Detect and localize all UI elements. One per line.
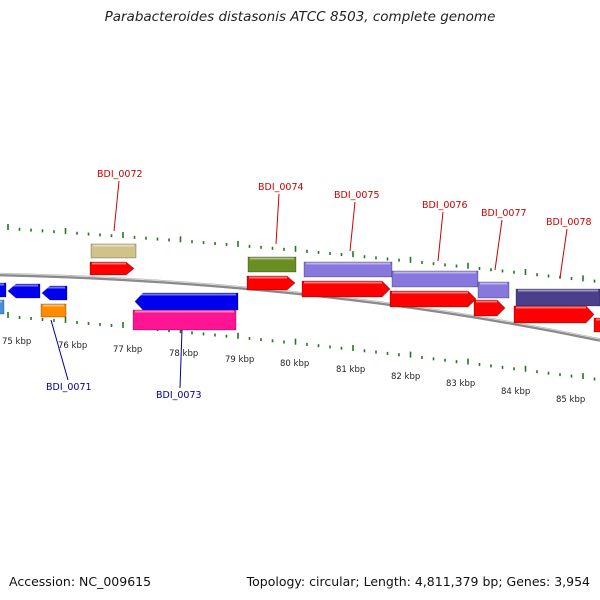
gene-bar-BDI_0076[interactable]: [391, 270, 479, 288]
genome-backbone-highlight: [0, 273, 600, 340]
cds-arrow-left-1[interactable]: [7, 283, 41, 299]
cds-arrow-BDI_0072[interactable]: [89, 261, 135, 276]
tick-label: 82 kbp: [391, 372, 420, 382]
gene-label-BDI_0071[interactable]: BDI_0071: [46, 382, 92, 393]
gene-bar-BDI_0078[interactable]: [515, 288, 600, 307]
gene-bar-edge-left[interactable]: [0, 282, 7, 298]
cds-arrow-BDI_0073[interactable]: [134, 292, 239, 311]
gene-leader-line: [179, 329, 183, 389]
gene-bar-BDI_0073[interactable]: [132, 309, 237, 331]
tick-label: 79 kbp: [225, 355, 254, 365]
gene-bar-BDI_0077[interactable]: [477, 281, 510, 299]
gene-label-BDI_0076[interactable]: BDI_0076: [422, 200, 468, 211]
tick-label: 78 kbp: [169, 349, 198, 359]
cds-arrow-BDI_0074[interactable]: [246, 275, 296, 291]
tick-label: 76 kbp: [58, 341, 87, 351]
gene-label-BDI_0078[interactable]: BDI_0078: [546, 217, 592, 228]
tick-label: 84 kbp: [501, 387, 530, 397]
gene-leader-line: [494, 219, 503, 271]
gene-leader-line: [113, 180, 120, 232]
gene-leader-line: [437, 211, 444, 262]
accession-text: Accession: NC_009615: [9, 574, 152, 589]
cds-arrow-BDI_0077[interactable]: [473, 299, 506, 317]
genome-summary-text: Topology: circular; Length: 4,811,379 bp…: [246, 574, 590, 589]
tick-label: 75 kbp: [2, 337, 31, 347]
gene-label-BDI_0075[interactable]: BDI_0075: [334, 190, 380, 201]
gene-bar-edge-left-2[interactable]: [0, 299, 5, 315]
gene-label-BDI_0077[interactable]: BDI_0077: [481, 208, 527, 219]
gene-label-BDI_0072[interactable]: BDI_0072: [97, 169, 143, 180]
cds-arrow-left-2[interactable]: [41, 285, 68, 301]
gene-bar-BDI_0071[interactable]: [40, 303, 67, 318]
gene-leader-line: [349, 201, 356, 252]
gene-label-layer: BDI_0072 BDI_0074 BDI_0075 BDI_0076 BDI_0077…: [46, 169, 592, 401]
cds-arrow-BDI_0078[interactable]: [513, 305, 595, 324]
gene-leader-line: [50, 319, 69, 381]
gene-bar-BDI_0072[interactable]: [90, 243, 137, 259]
tick-layer: [7, 224, 596, 381]
gene-leader-line: [559, 228, 568, 279]
gene-bar-BDI_0074[interactable]: [247, 256, 297, 273]
cds-arrow-BDI_0076[interactable]: [389, 290, 477, 308]
tick-label-layer: 75 kbp 76 kbp 77 kbp 78 kbp 79 kbp 80 kbp 81 k…: [2, 337, 585, 405]
genome-backbone: [0, 272, 600, 342]
feature-layer: [0, 243, 600, 333]
cds-arrow-edge[interactable]: [593, 317, 600, 333]
gene-bar-BDI_0075[interactable]: [303, 261, 393, 278]
gene-label-BDI_0073[interactable]: BDI_0073: [156, 390, 202, 401]
tick-label: 81 kbp: [336, 365, 365, 375]
tick-label: 85 kbp: [556, 395, 585, 405]
cds-arrow-BDI_0075[interactable]: [301, 280, 391, 298]
tick-label: 83 kbp: [446, 379, 475, 389]
tick-label: 80 kbp: [280, 359, 309, 369]
gene-leader-line: [275, 193, 280, 245]
gene-label-BDI_0074[interactable]: BDI_0074: [258, 182, 304, 193]
map-title: Parabacteroides distasonis ATCC 8503, co…: [104, 9, 496, 25]
tick-label: 77 kbp: [113, 345, 142, 355]
